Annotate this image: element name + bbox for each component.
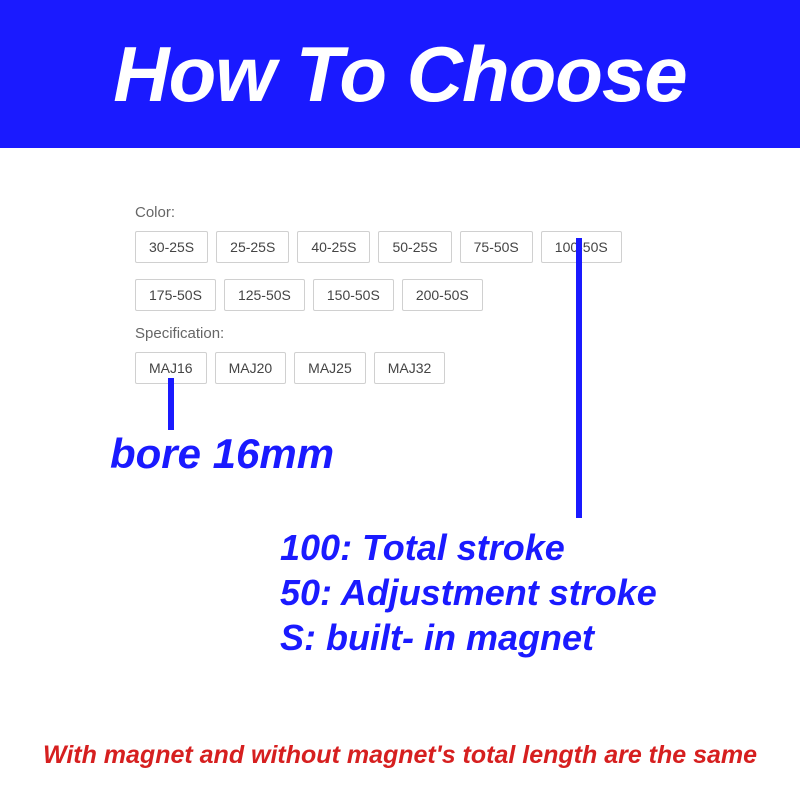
color-option-row: 30-25S25-25S40-25S50-25S75-50S100-50S175… — [135, 231, 695, 311]
color-option-chip[interactable]: 40-25S — [297, 231, 370, 263]
spec-option-row: MAJ16MAJ20MAJ25MAJ32 — [135, 352, 695, 384]
footer-note: With magnet and without magnet's total l… — [0, 741, 800, 770]
spec-option-chip[interactable]: MAJ20 — [215, 352, 287, 384]
connector-line-stroke — [576, 238, 582, 518]
stroke-legend: 100: Total stroke 50: Adjustment stroke … — [280, 525, 657, 660]
header-banner: How To Choose — [0, 0, 800, 148]
color-option-chip[interactable]: 175-50S — [135, 279, 216, 311]
legend-line-total-stroke: 100: Total stroke — [280, 525, 657, 570]
connector-line-bore — [168, 378, 174, 430]
color-option-chip[interactable]: 30-25S — [135, 231, 208, 263]
option-selector-panel: Color: 30-25S25-25S40-25S50-25S75-50S100… — [135, 190, 695, 390]
color-option-chip[interactable]: 200-50S — [402, 279, 483, 311]
legend-line-magnet: S: built- in magnet — [280, 615, 657, 660]
color-option-chip[interactable]: 125-50S — [224, 279, 305, 311]
bore-annotation: bore 16mm — [110, 430, 334, 478]
spec-group-label: Specification: — [135, 325, 695, 342]
page-title: How To Choose — [113, 29, 686, 120]
spec-option-chip[interactable]: MAJ32 — [374, 352, 446, 384]
spec-option-chip[interactable]: MAJ25 — [294, 352, 366, 384]
color-option-chip[interactable]: 25-25S — [216, 231, 289, 263]
color-group-label: Color: — [135, 204, 695, 221]
color-option-chip[interactable]: 50-25S — [378, 231, 451, 263]
color-option-chip[interactable]: 150-50S — [313, 279, 394, 311]
legend-line-adjustment-stroke: 50: Adjustment stroke — [280, 570, 657, 615]
color-option-chip[interactable]: 75-50S — [460, 231, 533, 263]
